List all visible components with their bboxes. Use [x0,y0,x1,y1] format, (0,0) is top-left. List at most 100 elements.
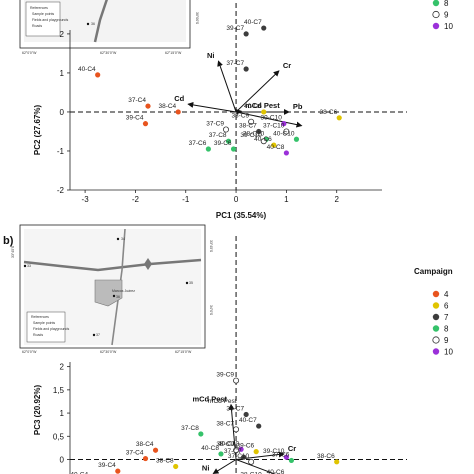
a-point-8 [248,118,255,125]
a-point-label-0: 39-C7 [226,25,244,32]
legend-a: 8 9 10 [432,0,453,31]
map-a-ref-3: Roads [32,24,42,28]
a-point-0 [243,31,249,37]
a-point-label-9: 38-C6 [320,109,338,116]
a-point-13 [283,128,290,135]
b-point-label-10: 40-C8 [201,445,219,452]
a-point-label-18: 40-C6 [254,136,272,143]
legend-a-label-2: 10 [444,22,453,31]
chart-a-y-label: PC2 (27.67%) [33,105,42,156]
x-tick-label-4: 1 [284,195,289,204]
a-point-label-15: 39-C10 [240,132,262,139]
a-vector-label-0: Ni [207,51,215,60]
b-point-6 [142,455,149,462]
a-point-6 [142,121,149,127]
y-tick-label-1: 1 [60,69,65,78]
map-a-coord-2: 62°15'0"W [165,51,182,55]
b-vector-label-0: mCd Pest [192,395,227,404]
a-vector-0 [217,60,237,113]
x-tick-label-5: 2 [334,195,339,204]
b-point-0 [233,377,240,384]
b-point-label-12: 37-C7 [224,448,242,455]
a-point-label-3: 40-C4 [78,66,96,73]
b-y-tick-label-2: 1 [60,409,65,418]
b-point-14 [288,457,295,464]
a-point-label-6: 39-C4 [126,115,144,122]
legend-b: Campaign 4 6 7 8 9 10 [414,267,453,357]
b-point-label-14: 39-C10 [263,448,285,455]
a-vector-label-2: Cd [174,94,184,103]
b-point-label-18: 40-C4 [70,471,88,474]
b-point-label-1: mCd Pest [208,398,237,405]
a-point-label-21: 40-C8 [267,144,285,151]
b-point-13 [283,454,289,460]
b-y-tick-label-3: 0,5 [53,432,65,441]
map-b-site-33 [23,264,27,268]
map-b-site-36-label: 36 [116,295,120,299]
map-b-coord-left: 33°45'S [11,245,15,258]
map-b-coord-right: 33°45'S [209,240,213,253]
chart-b-vectors: mCd PestCrNiPb [192,395,296,474]
map-b-refs-box [26,311,66,343]
legend-label-2: 7 [444,313,449,322]
b-vector-label-1: Cr [288,444,296,453]
b-point-11 [241,454,247,460]
map-a-site-point [86,22,90,26]
a-point-10 [222,126,229,133]
legend-label-4: 9 [444,336,449,345]
b-point-label-6: 38-C4 [136,441,154,448]
x-tick-label-3: 0 [234,195,239,204]
a-point-label-10: 37-C9 [206,121,224,128]
b-point-8 [233,447,240,454]
a-point-label-17: 40-C10 [273,130,295,137]
b-point-label-13: 37-C10 [228,453,250,460]
y-tick-label-4: -2 [57,186,65,195]
a-point-19 [205,146,211,152]
a-vector-label-4: Pb [293,102,303,111]
legend-a-label-0: 8 [444,0,449,8]
map-b-town-label: Marcos Juárez [112,289,135,293]
map-b-site-34 [116,237,120,241]
y-tick-label-3: -1 [57,147,65,156]
b-point-label-9: 38-C9 [216,441,234,448]
legend-marker-4 [432,336,440,344]
a-point-21 [283,150,289,156]
a-point-label-14: 38-C10 [243,130,265,137]
map-a-ref-2: Fields and playgrounds [32,18,68,22]
legend-label-1: 6 [444,302,449,311]
b-point-16 [115,468,121,474]
b-point-label-16: 38-C8 [156,457,174,464]
map-a-ref-1: Sample points [32,12,54,16]
b-point-label-20: 40-C6 [267,469,285,474]
map-b-site-36 [112,294,116,298]
a-point-9 [336,115,342,121]
a-point-label-19: 37-C6 [189,140,207,147]
chart-b-ticks: 2 1,5 1 0,5 0 [53,363,70,465]
a-point-label-1: 40-C7 [244,19,262,26]
map-b-site-37 [92,333,96,337]
map-b-site-35-label: 35 [189,281,193,285]
b-point-label-2: 39-C7 [226,405,244,412]
legend-a-marker-0 [432,0,440,7]
a-vector-2 [187,101,237,113]
map-b-coord-2: 62°15'0"W [175,350,192,354]
a-point-11 [256,128,262,135]
map-b-coord-right2: 34°0'S [209,305,213,316]
legend-marker-1 [432,302,440,309]
a-point-label-12: 39-C10 [261,115,283,122]
map-b-ref-1: Sample points [33,321,55,325]
legend-a-label-1: 9 [444,11,449,20]
legend-label-0: 4 [444,290,449,299]
y-tick-label-2: 0 [60,108,65,117]
legend-title: Campaign [414,267,453,276]
x-tick-label-0: -3 [82,195,90,204]
b-point-3 [256,423,262,429]
a-point-label-4: 37-C4 [128,97,146,104]
a-point-1 [261,25,267,31]
b-point-label-17: 39-C4 [98,462,116,469]
chart-a-x-label: PC1 (35.54%) [216,211,267,220]
a-vector-label-1: Cr [283,61,291,70]
